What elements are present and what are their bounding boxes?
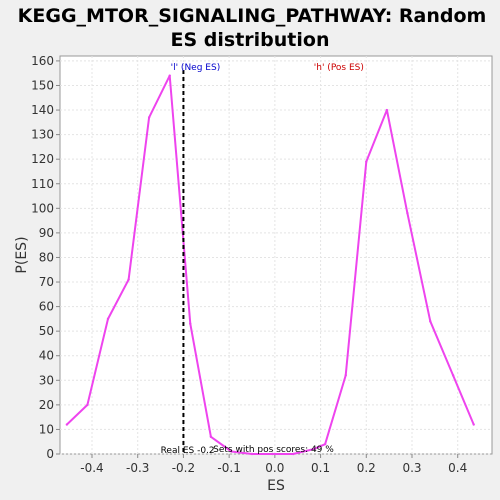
data-point	[86, 404, 88, 406]
data-point	[189, 323, 191, 325]
y-tick-label: 130	[31, 128, 54, 142]
y-tick-label: 0	[46, 447, 54, 461]
data-point	[127, 278, 129, 280]
pos-scores-label: Sets with pos scores: 49 %	[213, 445, 334, 455]
data-point	[66, 423, 68, 425]
x-axis-label: ES	[267, 478, 285, 494]
data-point	[210, 436, 212, 438]
data-point	[406, 212, 408, 214]
x-tick-label: -0.2	[172, 461, 195, 475]
y-tick-label: 80	[39, 250, 54, 264]
x-tick-label: 0.1	[311, 461, 330, 475]
x-tick-label: 0.0	[265, 461, 284, 475]
y-tick-label: 70	[39, 275, 54, 289]
y-tick-label: 110	[31, 177, 54, 191]
x-tick-label: -0.4	[80, 461, 103, 475]
data-point	[452, 374, 454, 376]
data-point	[345, 374, 347, 376]
chart-title-line1: KEGG_MTOR_SIGNALING_PATHWAY: Random	[18, 5, 487, 27]
y-tick-label: 100	[31, 201, 54, 215]
data-point	[365, 160, 367, 162]
plot-area	[60, 56, 492, 454]
data-point	[169, 74, 171, 76]
x-tick-label: 0.4	[448, 461, 467, 475]
data-point	[473, 423, 475, 425]
data-point	[386, 109, 388, 111]
y-tick-label: 40	[39, 349, 54, 363]
y-tick-label: 20	[39, 398, 54, 412]
y-tick-label: 90	[39, 226, 54, 240]
neg-es-label: 'l' (Neg ES)	[171, 63, 221, 73]
x-tick-label: -0.1	[217, 461, 240, 475]
pos-es-label: 'h' (Pos ES)	[314, 63, 364, 73]
y-tick-label: 60	[39, 300, 54, 314]
chart-title-line2: ES distribution	[171, 29, 330, 51]
y-tick-label: 50	[39, 324, 54, 338]
y-tick-label: 10	[39, 422, 54, 436]
y-axis-label: P(ES)	[14, 236, 30, 273]
y-tick-label: 120	[31, 152, 54, 166]
data-point	[107, 318, 109, 320]
data-point	[148, 116, 150, 118]
x-tick-label: 0.3	[402, 461, 421, 475]
x-tick-label: -0.3	[126, 461, 149, 475]
y-tick-label: 140	[31, 103, 54, 117]
y-tick-label: 150	[31, 78, 54, 92]
real-es-label: Real ES -0.2	[161, 446, 215, 456]
y-tick-label: 30	[39, 373, 54, 387]
data-point	[429, 320, 431, 322]
x-tick-label: 0.2	[357, 461, 376, 475]
y-tick-label: 160	[31, 54, 54, 68]
